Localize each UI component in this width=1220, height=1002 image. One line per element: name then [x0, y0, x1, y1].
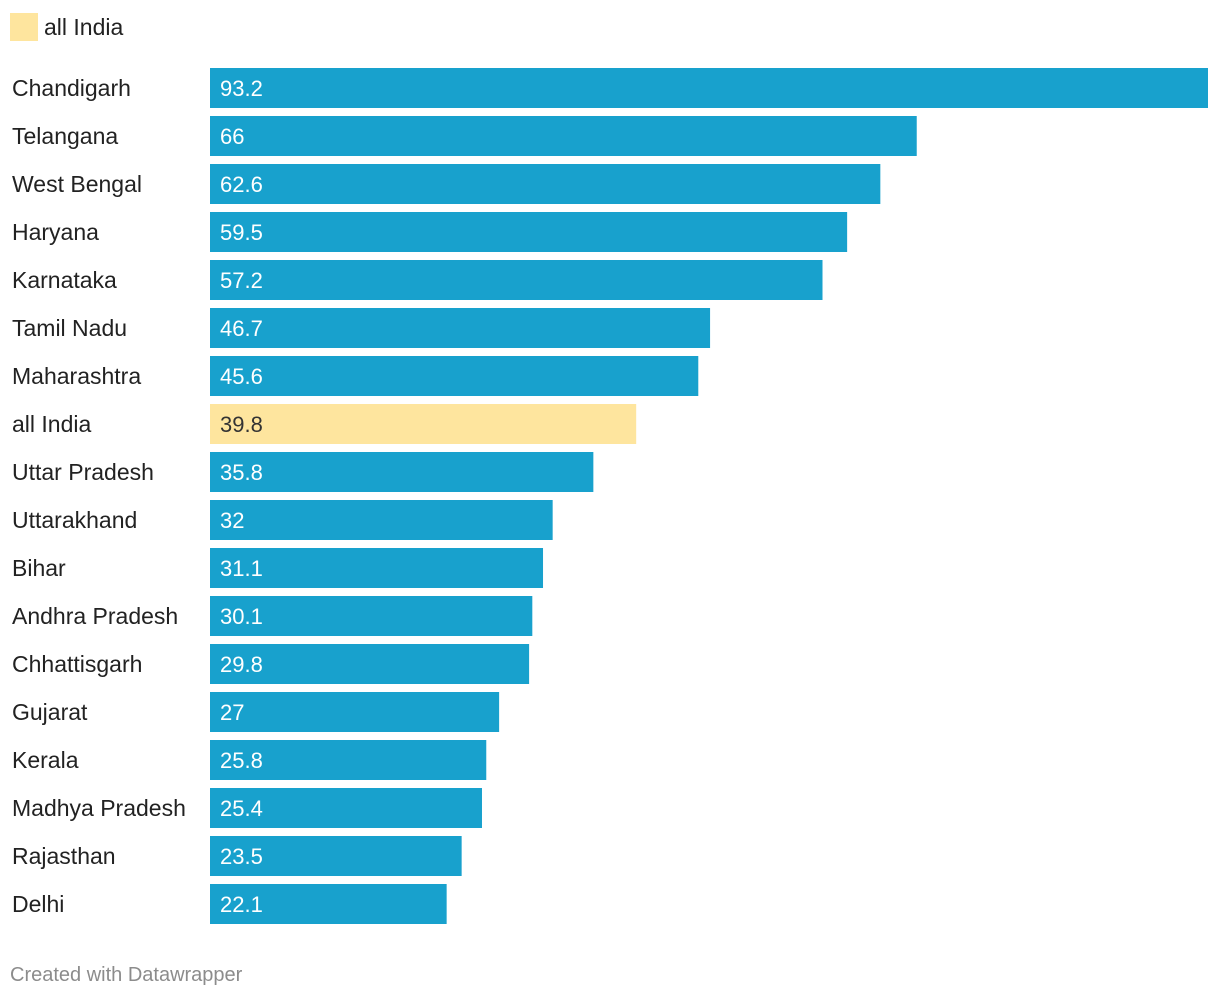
category-label-tamil-nadu: Tamil Nadu [12, 315, 127, 341]
legend: all India [10, 12, 123, 42]
value-label-bihar: 31.1 [220, 556, 263, 581]
legend-swatch [10, 13, 38, 41]
category-label-all-india: all India [12, 411, 91, 437]
bar-chandigarh [210, 68, 1208, 108]
category-label-uttarakhand: Uttarakhand [12, 507, 137, 533]
value-label-andhra-pradesh: 30.1 [220, 604, 263, 629]
category-label-chhattisgarh: Chhattisgarh [12, 651, 142, 677]
value-label-haryana: 59.5 [220, 220, 263, 245]
bar-uttar-pradesh [210, 452, 594, 492]
category-label-delhi: Delhi [12, 891, 64, 917]
bar-andhra-pradesh [210, 596, 533, 636]
bar-delhi [210, 884, 447, 924]
category-label-bihar: Bihar [12, 555, 66, 581]
category-label-rajasthan: Rajasthan [12, 843, 116, 869]
category-label-kerala: Kerala [12, 747, 79, 773]
category-label-gujarat: Gujarat [12, 699, 88, 725]
category-label-maharashtra: Maharashtra [12, 363, 141, 389]
category-label-haryana: Haryana [12, 219, 99, 245]
bar-all-india [210, 404, 637, 444]
value-label-chhattisgarh: 29.8 [220, 652, 263, 677]
bar-karnataka [210, 260, 823, 300]
value-label-maharashtra: 45.6 [220, 364, 263, 389]
value-label-chandigarh: 93.2 [220, 76, 263, 101]
bar-haryana [210, 212, 848, 252]
category-label-chandigarh: Chandigarh [12, 75, 131, 101]
category-label-telangana: Telangana [12, 123, 118, 149]
category-label-madhya-pradesh: Madhya Pradesh [12, 795, 186, 821]
footer-credit: Created with Datawrapper [10, 964, 243, 986]
value-label-gujarat: 27 [220, 700, 244, 725]
value-label-telangana: 66 [220, 124, 244, 149]
bar-telangana [210, 116, 917, 156]
category-label-karnataka: Karnataka [12, 267, 117, 293]
value-label-uttar-pradesh: 35.8 [220, 460, 263, 485]
value-label-delhi: 22.1 [220, 892, 263, 917]
value-label-west-bengal: 62.6 [220, 172, 263, 197]
value-label-kerala: 25.8 [220, 748, 263, 773]
value-label-karnataka: 57.2 [220, 268, 263, 293]
value-label-all-india: 39.8 [220, 412, 263, 437]
bar-maharashtra [210, 356, 699, 396]
category-label-west-bengal: West Bengal [12, 171, 142, 197]
bar-chhattisgarh [210, 644, 530, 684]
value-label-madhya-pradesh: 25.4 [220, 796, 263, 821]
value-label-tamil-nadu: 46.7 [220, 316, 263, 341]
category-label-uttar-pradesh: Uttar Pradesh [12, 459, 154, 485]
category-label-andhra-pradesh: Andhra Pradesh [12, 603, 178, 629]
bar-gujarat [210, 692, 500, 732]
bar-bihar [210, 548, 544, 588]
legend-label: all India [44, 13, 124, 40]
bar-uttarakhand [210, 500, 553, 540]
value-label-uttarakhand: 32 [220, 508, 244, 533]
value-label-rajasthan: 23.5 [220, 844, 263, 869]
bar-kerala [210, 740, 487, 780]
bar-west-bengal [210, 164, 881, 204]
bar-chart: Chandigarh 93.2 Telangana 66 West Bengal 62.6… [12, 68, 1208, 924]
bar-tamil-nadu [210, 308, 711, 348]
bar-madhya-pradesh [210, 788, 482, 828]
bar-rajasthan [210, 836, 462, 876]
